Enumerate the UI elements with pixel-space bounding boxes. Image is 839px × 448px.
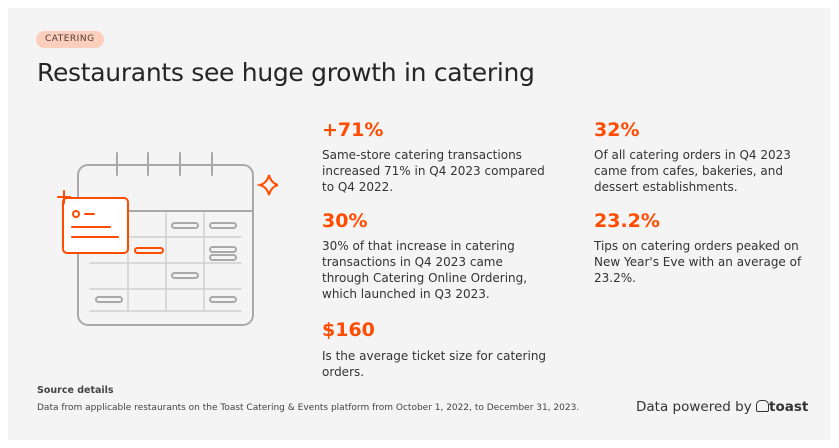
stat-value: $160 bbox=[322, 319, 375, 341]
logo-icon bbox=[755, 400, 769, 412]
footer-text: Data powered by bbox=[636, 399, 752, 415]
stat-text: 30% of that increase in catering transac… bbox=[322, 239, 528, 301]
stat-text: Same-store catering transactions increas… bbox=[322, 148, 545, 194]
source-text: Data from applicable restaurants on the … bbox=[37, 403, 580, 413]
source-label: Source details bbox=[37, 385, 114, 396]
stat-value: 23.2% bbox=[594, 210, 660, 232]
stat-value: +71% bbox=[322, 119, 384, 141]
stat-value: 32% bbox=[594, 119, 640, 141]
stat-value: 30% bbox=[322, 210, 368, 232]
brand: toast bbox=[768, 399, 809, 415]
tag: CATERING bbox=[36, 31, 104, 48]
title: Restaurants see huge growth in catering bbox=[37, 58, 535, 87]
footer: Data powered by toast bbox=[636, 399, 808, 415]
stat-text: Of all catering orders in Q4 2023 came f… bbox=[594, 148, 791, 194]
stat-text: Tips on catering orders peaked on New Ye… bbox=[594, 239, 802, 285]
stat-text: Is the average ticket size for catering … bbox=[322, 349, 547, 379]
card: CATERING Restaurants see huge growth in … bbox=[8, 8, 831, 440]
calendar-illustration bbox=[57, 152, 278, 326]
